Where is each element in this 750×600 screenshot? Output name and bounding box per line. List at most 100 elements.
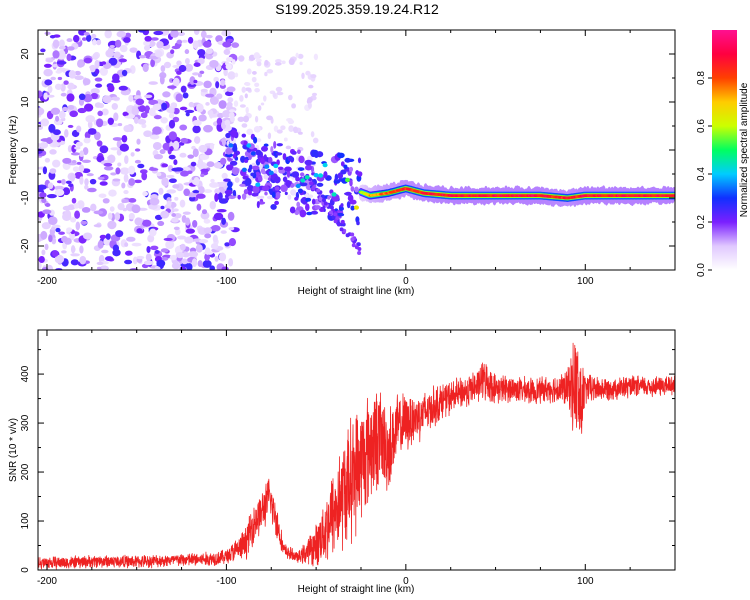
x-tick-label: 0 — [403, 576, 409, 587]
heatmap-cell — [253, 136, 258, 144]
heatmap-cell — [99, 181, 108, 186]
heatmap-cell — [226, 101, 233, 108]
heatmap-cell — [159, 75, 165, 85]
heatmap-cell — [310, 74, 317, 79]
heatmap-cell — [99, 265, 109, 270]
heatmap-cell — [297, 53, 304, 59]
heatmap-cell — [175, 93, 183, 103]
x-tick-label: -100 — [216, 276, 236, 287]
heatmap-cell — [43, 63, 52, 68]
heatmap-cell — [40, 48, 46, 53]
heatmap-cell — [322, 162, 328, 168]
heatmap-cell — [175, 251, 185, 259]
heatmap-cell — [199, 70, 205, 75]
heatmap-cell — [209, 265, 215, 270]
heatmap-cell — [96, 39, 102, 46]
heatmap-cell — [167, 85, 177, 89]
heatmap-cell — [245, 106, 249, 114]
heatmap-cell — [163, 61, 172, 69]
heatmap-cell — [162, 91, 171, 98]
y-tick-label: 400 — [20, 365, 31, 382]
heatmap-cell — [136, 138, 141, 145]
colorbar-tick-label: 0.0 — [696, 263, 707, 277]
heatmap-cell — [224, 91, 234, 97]
heatmap-cell — [264, 71, 268, 77]
heatmap-cell — [305, 164, 313, 171]
y-tick-label: 0 — [20, 567, 31, 573]
heatmap-cell — [210, 178, 215, 183]
heatmap-cell — [221, 172, 228, 180]
heatmap-cell — [184, 109, 195, 114]
heatmap-cell — [282, 153, 287, 161]
heatmap-cell — [58, 231, 65, 235]
heatmap-cell — [142, 219, 152, 227]
heatmap-cell — [143, 40, 151, 46]
heatmap-cell — [123, 37, 131, 43]
heatmap-cell — [311, 186, 316, 191]
heatmap-cell — [180, 85, 187, 93]
heatmap-cell — [105, 256, 114, 262]
heatmap-cell — [47, 182, 54, 190]
heatmap-cell — [284, 166, 292, 172]
heatmap-cell — [274, 62, 282, 66]
heatmap-cell — [62, 187, 71, 196]
heatmap-cell — [260, 102, 265, 106]
heatmap-cell — [304, 175, 310, 180]
heatmap-cell — [121, 182, 126, 189]
heatmap-cell — [147, 234, 155, 243]
x-tick-label: 0 — [403, 276, 409, 287]
heatmap-cell — [294, 196, 299, 201]
heatmap-cell — [238, 55, 245, 62]
heatmap-cell — [161, 102, 168, 111]
heatmap-cell — [340, 203, 344, 208]
heatmap-cell — [86, 34, 92, 42]
heatmap-cell — [256, 195, 261, 199]
heatmap-cell — [276, 129, 283, 134]
heatmap-cell — [144, 94, 153, 99]
heatmap-cell — [273, 141, 277, 149]
heatmap-cell — [47, 94, 55, 98]
heatmap-cell — [121, 134, 128, 143]
heatmap-cell — [148, 81, 158, 85]
heatmap-cell — [115, 39, 122, 48]
heatmap-cell — [273, 163, 279, 169]
heatmap-cell — [117, 162, 122, 167]
heatmap-cell — [96, 140, 103, 147]
heatmap-cell — [54, 185, 65, 191]
heatmap-cell — [241, 86, 246, 93]
heatmap-cell — [71, 144, 77, 153]
heatmap-cell — [55, 227, 61, 233]
heatmap-cell — [42, 209, 52, 215]
heatmap-cell — [78, 93, 86, 101]
heatmap-cell — [254, 82, 260, 87]
heatmap-cell — [119, 167, 130, 175]
heatmap-cell — [76, 125, 82, 133]
heatmap-cell — [299, 172, 305, 177]
heatmap-cell — [137, 163, 145, 169]
heatmap-cell — [112, 73, 120, 82]
heatmap-cell — [152, 141, 162, 151]
y-tick-label: -20 — [20, 238, 31, 253]
heatmap-cell — [128, 198, 137, 203]
colorbar-tick-label: 0.4 — [696, 167, 707, 181]
heatmap-cell — [124, 32, 132, 39]
heatmap-cell — [76, 161, 82, 165]
heatmap-cell — [274, 186, 280, 191]
heatmap-cell — [149, 197, 160, 206]
heatmap-cell — [310, 210, 319, 215]
heatmap-cell — [188, 196, 196, 202]
heatmap-cell — [172, 77, 180, 87]
heatmap-cell — [126, 236, 136, 242]
heatmap-cell — [215, 35, 223, 43]
heatmap-cell — [313, 173, 319, 178]
heatmap-cell — [264, 164, 270, 169]
heatmap-cell — [166, 189, 177, 194]
heatmap-cell — [224, 189, 233, 195]
heatmap-cell — [200, 88, 208, 93]
heatmap-cell — [308, 84, 314, 89]
heatmap-cell — [99, 145, 109, 154]
heatmap-cell — [124, 155, 129, 165]
heatmap-cell — [295, 183, 301, 189]
heatmap-cell — [267, 132, 272, 140]
heatmap-cell — [280, 125, 286, 131]
